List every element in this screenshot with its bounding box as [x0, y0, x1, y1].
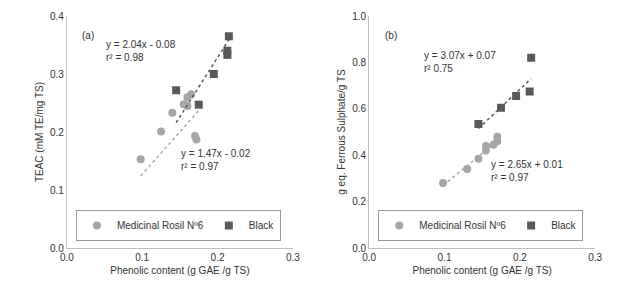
- svg-text:y = 3.07x + 0.07r² 0.75: y = 3.07x + 0.07r² 0.75: [424, 50, 496, 74]
- svg-text:0.8: 0.8: [352, 57, 366, 68]
- svg-text:Medicinal Rosil Nº6: Medicinal Rosil Nº6: [117, 220, 204, 231]
- svg-text:0.1: 0.1: [50, 185, 64, 196]
- svg-text:Phenolic content (g GAE /g TS): Phenolic content (g GAE /g TS): [110, 265, 249, 276]
- svg-text:0.2: 0.2: [352, 196, 366, 207]
- svg-text:0.3: 0.3: [588, 252, 602, 263]
- svg-text:y = 1.47x - 0.02r² = 0.97: y = 1.47x - 0.02r² = 0.97: [181, 148, 251, 172]
- svg-text:Phenolic content (g GAE /g TS): Phenolic content (g GAE /g TS): [413, 265, 552, 276]
- svg-text:1.0: 1.0: [352, 11, 366, 22]
- svg-text:0.0: 0.0: [362, 252, 376, 263]
- svg-text:0.2: 0.2: [513, 252, 527, 263]
- svg-text:Black: Black: [249, 220, 274, 231]
- svg-text:y = 2.04x - 0.08r² = 0.98: y = 2.04x - 0.08r² = 0.98: [106, 39, 176, 63]
- svg-text:g eq. Ferrous Sulphate/g TS: g eq. Ferrous Sulphate/g TS: [336, 69, 347, 195]
- svg-text:0.3: 0.3: [286, 252, 300, 263]
- svg-text:(b): (b): [385, 30, 397, 41]
- svg-text:0.1: 0.1: [135, 252, 149, 263]
- svg-text:TEAC (mM TE/mg TS): TEAC (mM TE/mg TS): [34, 82, 45, 182]
- svg-text:0.1: 0.1: [438, 252, 452, 263]
- svg-text:0.4: 0.4: [352, 150, 366, 161]
- svg-text:0.6: 0.6: [352, 103, 366, 114]
- svg-text:0.0: 0.0: [60, 252, 74, 263]
- svg-text:0.0: 0.0: [50, 243, 64, 254]
- svg-text:Black: Black: [551, 220, 576, 231]
- svg-text:(a): (a): [82, 30, 94, 41]
- svg-text:Medicinal Rosil Nº6: Medicinal Rosil Nº6: [419, 220, 506, 231]
- svg-text:0.3: 0.3: [50, 69, 64, 80]
- svg-text:0.2: 0.2: [211, 252, 225, 263]
- svg-text:y = 2.65x + 0.01r² = 0.97: y = 2.65x + 0.01r² = 0.97: [491, 159, 563, 183]
- svg-text:0.4: 0.4: [50, 11, 64, 22]
- svg-text:0.2: 0.2: [50, 127, 64, 138]
- svg-text:0.0: 0.0: [352, 243, 366, 254]
